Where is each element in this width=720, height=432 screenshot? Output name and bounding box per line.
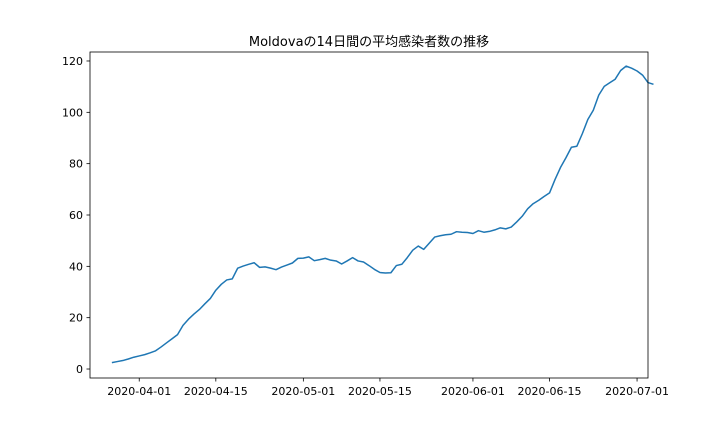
y-tick-label: 100 — [62, 106, 83, 119]
x-tick-label: 2020-04-01 — [107, 385, 171, 398]
y-tick-label: 0 — [76, 363, 83, 376]
y-tick-label: 20 — [69, 312, 83, 325]
x-tick-label: 2020-06-15 — [518, 385, 582, 398]
plot-area: 0 20 40 60 80 100 120 2020-04-01 2020-04-15 2020-… — [62, 51, 669, 398]
x-tick-label: 2020-06-01 — [441, 385, 505, 398]
chart-title: Moldovaの14日間の平均感染者数の推移 — [249, 34, 489, 50]
x-tick-label: 2020-05-01 — [271, 385, 335, 398]
x-tick-label: 2020-05-15 — [348, 385, 412, 398]
y-tick-label: 40 — [69, 260, 83, 273]
y-tick-label: 60 — [69, 209, 83, 222]
series-line-0 — [111, 65, 654, 364]
x-tick-label: 2020-04-15 — [184, 385, 248, 398]
axes-frame — [89, 51, 649, 379]
y-tick-label: 80 — [69, 158, 83, 171]
y-tick-label: 120 — [62, 55, 83, 68]
x-tick-label: 2020-07-01 — [605, 385, 669, 398]
